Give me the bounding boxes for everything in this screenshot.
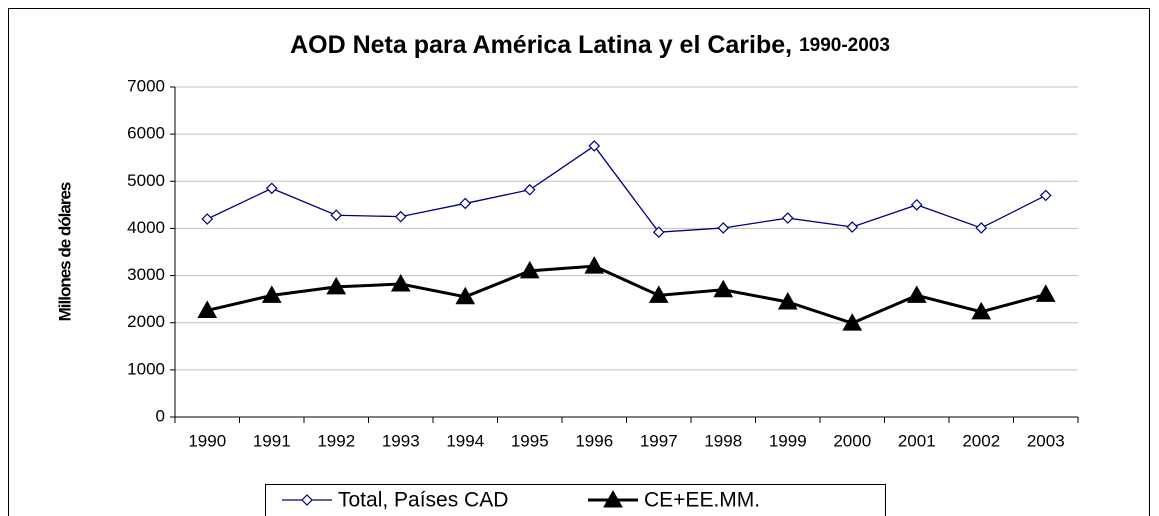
x-tick-label: 1993 — [382, 431, 420, 450]
marker — [261, 285, 282, 303]
y-axis-label: Millones de dólares — [55, 182, 74, 321]
x-tick-label: 1999 — [769, 431, 807, 450]
legend-marker — [301, 494, 313, 506]
marker — [1035, 284, 1056, 302]
x-tick-label: 2003 — [1027, 431, 1065, 450]
series-line — [206, 264, 1047, 325]
x-tick-label: 1995 — [511, 431, 549, 450]
marker — [390, 274, 411, 292]
marker — [713, 279, 734, 298]
legend-marker — [603, 489, 623, 508]
series-line — [206, 145, 1047, 233]
title-main: AOD Neta para América Latina y el Caribe… — [290, 31, 792, 59]
x-tick-label: 1991 — [253, 431, 291, 450]
marker — [652, 226, 665, 239]
marker — [777, 291, 798, 310]
marker — [781, 212, 794, 224]
marker — [717, 222, 730, 234]
marker — [455, 286, 476, 305]
y-tick-label: 0 — [156, 406, 165, 425]
marker — [326, 276, 347, 295]
marker — [906, 285, 927, 303]
x-tick-label: 2001 — [898, 431, 936, 450]
marker — [910, 199, 923, 211]
x-tick-label: 1992 — [317, 431, 355, 450]
chart-title: AOD Neta para América Latina y el Caribe… — [290, 31, 890, 59]
x-tick-label: 1997 — [640, 431, 678, 450]
marker — [975, 222, 988, 234]
marker — [842, 313, 863, 331]
marker — [265, 182, 278, 195]
y-tick-label: 1000 — [127, 359, 165, 378]
y-tick-label: 6000 — [127, 124, 165, 143]
marker — [519, 260, 540, 279]
marker — [197, 300, 218, 318]
marker — [588, 140, 601, 152]
marker — [648, 285, 669, 303]
marker — [584, 256, 605, 274]
marker — [330, 209, 343, 222]
x-tick-label: 1996 — [575, 431, 613, 450]
x-tick-label: 1998 — [704, 431, 742, 450]
title-years: 1990-2003 — [799, 35, 890, 56]
marker — [394, 210, 407, 223]
x-tick-label: 1990 — [188, 431, 226, 450]
x-tick-label: 2000 — [833, 431, 871, 450]
y-tick-label: 7000 — [127, 76, 165, 95]
marker — [459, 197, 472, 210]
marker — [201, 213, 214, 225]
legend-label: CE+EE.MM. — [644, 489, 760, 512]
marker — [971, 301, 992, 320]
chart-border — [8, 8, 1150, 516]
marker — [846, 221, 859, 233]
x-tick-label: 2002 — [962, 431, 1000, 450]
y-tick-label: 2000 — [127, 312, 165, 331]
y-tick-label: 4000 — [127, 218, 165, 237]
y-tick-label: 3000 — [127, 265, 165, 284]
marker — [1039, 189, 1052, 202]
legend — [265, 484, 886, 516]
x-tick-label: 1994 — [446, 431, 484, 450]
marker — [523, 183, 536, 196]
legend-label: Total, Países CAD — [338, 489, 508, 512]
y-tick-label: 5000 — [127, 171, 165, 190]
